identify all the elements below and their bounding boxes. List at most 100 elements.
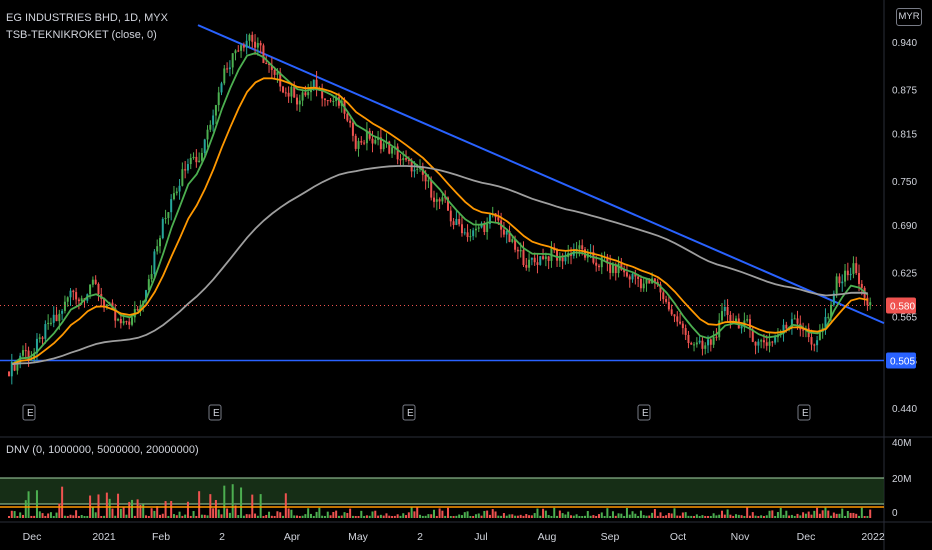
- candle-body: [354, 135, 357, 149]
- volume-bar: [296, 515, 298, 518]
- candle-body: [72, 290, 75, 293]
- candle-body: [463, 232, 466, 234]
- volume-bar: [704, 515, 707, 518]
- candle-body: [623, 269, 626, 273]
- volume-bar: [673, 508, 676, 518]
- volume-bar: [567, 511, 570, 518]
- volume-bar: [290, 509, 293, 518]
- candle-body: [740, 326, 743, 329]
- volume-bar: [410, 507, 413, 518]
- candle-body: [391, 147, 394, 154]
- earnings-marker-label: E: [407, 408, 414, 419]
- candle-body: [234, 50, 237, 54]
- candle-body: [323, 98, 326, 101]
- volume-bar: [363, 515, 366, 518]
- earnings-marker: [637, 404, 651, 421]
- volume-bar: [273, 515, 276, 518]
- x-tick-label: 2: [219, 531, 225, 543]
- volume-bar: [309, 513, 312, 518]
- volume-bar: [561, 513, 564, 518]
- volume-bar: [441, 510, 444, 518]
- volume-bar: [66, 515, 69, 518]
- volume-bar: [94, 512, 97, 518]
- volume-bar: [446, 507, 449, 518]
- volume-bar: [662, 515, 665, 518]
- volume-bar: [785, 510, 788, 518]
- candle-body: [61, 310, 64, 314]
- candle-body: [631, 273, 634, 280]
- volume-bar: [13, 511, 16, 518]
- volume-bar: [117, 493, 120, 518]
- volume-bar: [298, 515, 301, 518]
- candle-body: [830, 304, 833, 317]
- candle-body: [209, 124, 212, 130]
- candle-body: [723, 306, 726, 312]
- candle-body: [125, 321, 128, 323]
- volume-bar: [335, 510, 338, 518]
- candle-body: [217, 92, 220, 106]
- candle-body: [760, 340, 763, 342]
- candle-body: [63, 301, 66, 311]
- candle-body: [298, 100, 301, 105]
- volume-bar: [762, 516, 765, 518]
- candle-body: [578, 245, 581, 249]
- ema-mid-line: [11, 77, 868, 365]
- volume-bar: [670, 513, 673, 518]
- candle-body: [802, 329, 805, 331]
- candle-body: [122, 321, 125, 324]
- candle-body: [242, 45, 245, 48]
- candle-body: [701, 340, 704, 349]
- volume-bar: [368, 515, 371, 518]
- volume-bar: [69, 514, 72, 518]
- volume-bar: [385, 513, 388, 518]
- candle-body: [595, 262, 598, 266]
- volume-bar: [609, 515, 612, 518]
- volume-bar: [262, 515, 265, 518]
- candle-body: [270, 65, 273, 70]
- candle-body: [368, 130, 371, 139]
- candle-body: [265, 62, 268, 64]
- volume-bar: [855, 513, 858, 518]
- volume-bar: [175, 515, 178, 518]
- x-tick-label: Jul: [474, 531, 487, 543]
- y-tick-label: 0.940: [892, 38, 917, 49]
- candle-body: [673, 314, 676, 317]
- candle-body: [757, 341, 760, 346]
- volume-bar: [172, 514, 175, 518]
- currency-badge[interactable]: MYR: [896, 8, 922, 26]
- volume-band: [0, 478, 884, 504]
- volume-bar: [307, 508, 310, 518]
- candle-body: [44, 324, 47, 339]
- volume-bar: [687, 515, 690, 518]
- volume-bar: [611, 511, 614, 518]
- volume-bar: [349, 508, 352, 518]
- y-tick-label: 0.875: [892, 86, 917, 97]
- volume-bar: [203, 514, 206, 518]
- candle-body: [860, 283, 863, 288]
- volume-bar: [192, 511, 195, 518]
- candle-body: [617, 263, 620, 274]
- volume-bar: [119, 508, 122, 518]
- volume-bar: [715, 515, 718, 518]
- volume-bar: [679, 515, 682, 518]
- volume-bar: [718, 514, 721, 518]
- volume-bar: [430, 514, 433, 518]
- candle-body: [662, 292, 665, 300]
- candle-body: [542, 256, 545, 259]
- volume-bar: [480, 515, 483, 518]
- volume-bar: [776, 512, 779, 518]
- volume-bar: [790, 514, 793, 518]
- support-label: 0.505: [890, 356, 915, 367]
- earnings-marker-label: E: [642, 408, 649, 419]
- candle-body: [75, 292, 78, 300]
- candle-body: [771, 341, 774, 343]
- volume-bar: [444, 515, 447, 518]
- volume-bar: [147, 515, 150, 518]
- volume-bar: [606, 508, 609, 518]
- volume-bar: [707, 515, 710, 518]
- candle-body: [150, 274, 153, 280]
- volume-bar: [237, 515, 240, 518]
- candle-body: [754, 341, 757, 346]
- volume-bar: [723, 514, 726, 518]
